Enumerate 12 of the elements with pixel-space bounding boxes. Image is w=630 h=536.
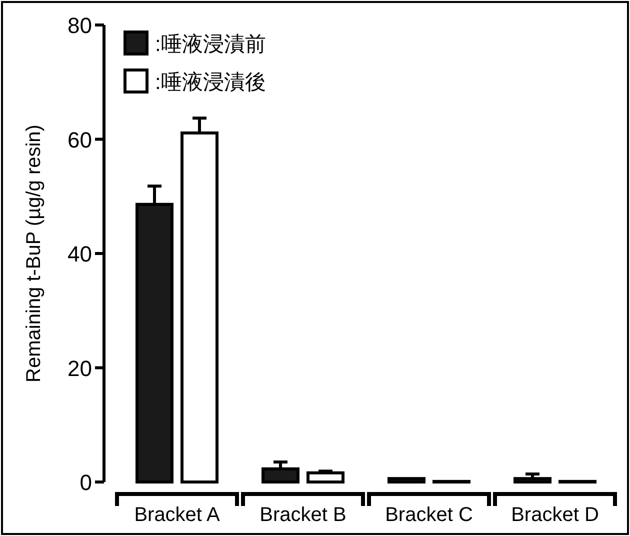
legend-label: :唾液浸漬後: [155, 71, 266, 94]
x-tick-label: Bracket C: [385, 504, 473, 526]
y-tick-label: 60: [68, 127, 92, 152]
y-tick-label: 40: [68, 242, 92, 266]
y-axis-title: Remaining t-BuP (µg/g resin): [23, 124, 45, 382]
x-tick-label: Bracket D: [511, 504, 599, 526]
y-tick-label: 0: [80, 470, 92, 495]
y-tick-label: 80: [68, 13, 92, 38]
y-tick-label: 20: [68, 356, 92, 381]
legend-label: :唾液浸漬前: [155, 33, 266, 56]
x-tick-label: Bracket B: [260, 504, 346, 526]
x-tick-label: Bracket A: [134, 504, 220, 526]
